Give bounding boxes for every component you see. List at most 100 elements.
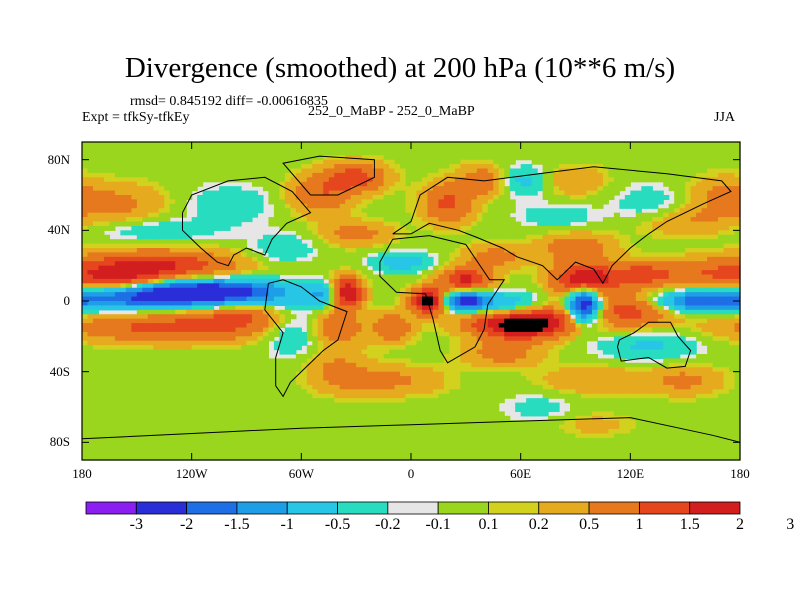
field-cell xyxy=(471,270,478,276)
field-cell xyxy=(449,146,456,152)
field-cell xyxy=(559,212,566,218)
field-cell xyxy=(350,301,357,307)
field-cell xyxy=(219,305,226,311)
field-cell xyxy=(602,296,609,302)
field-cell xyxy=(613,172,620,178)
field-cell xyxy=(98,181,105,187)
field-cell xyxy=(131,243,138,249)
field-cell xyxy=(295,261,302,267)
field-cell xyxy=(224,252,231,258)
field-cell xyxy=(339,252,346,258)
field-cell xyxy=(356,261,363,267)
field-cell xyxy=(630,323,637,329)
field-cell xyxy=(482,155,489,161)
field-cell xyxy=(580,172,588,178)
field-cell xyxy=(241,239,248,245)
field-cell xyxy=(241,331,248,337)
field-cell xyxy=(147,195,154,201)
field-cell xyxy=(421,318,429,324)
field-cell xyxy=(219,239,226,245)
field-cell xyxy=(685,248,692,254)
field-cell xyxy=(487,301,494,307)
field-cell xyxy=(120,146,127,152)
field-cell xyxy=(564,164,571,170)
field-cell xyxy=(454,261,461,267)
field-cell xyxy=(257,155,264,161)
field-cell xyxy=(356,217,363,223)
field-cell xyxy=(707,331,714,337)
field-cell xyxy=(509,150,516,156)
field-cell xyxy=(208,296,215,302)
field-cell xyxy=(290,186,297,192)
field-cell xyxy=(295,208,302,214)
field-cell xyxy=(284,195,291,201)
field-cell xyxy=(202,221,209,227)
field-cell xyxy=(257,331,264,337)
field-cell xyxy=(509,230,516,236)
field-cell xyxy=(92,323,100,329)
field-cell xyxy=(202,248,209,254)
field-cell xyxy=(92,142,100,148)
field-cell xyxy=(465,252,472,258)
field-cell xyxy=(580,305,588,311)
field-cell xyxy=(553,190,560,196)
field-cell xyxy=(476,327,483,333)
field-cell xyxy=(389,199,396,205)
field-cell xyxy=(641,155,648,161)
field-cell xyxy=(679,248,686,254)
field-cell xyxy=(131,270,138,276)
field-cell xyxy=(509,239,516,245)
field-cell xyxy=(114,172,121,178)
field-cell xyxy=(147,318,154,324)
field-cell xyxy=(526,278,533,284)
field-cell xyxy=(169,181,176,187)
field-cell xyxy=(498,199,505,205)
field-cell xyxy=(136,164,143,170)
field-cell xyxy=(279,296,286,302)
field-cell xyxy=(92,159,100,165)
field-cell xyxy=(328,314,335,320)
field-cell xyxy=(142,296,149,302)
field-cell xyxy=(537,159,544,165)
field-cell xyxy=(498,212,505,218)
field-cell xyxy=(690,292,697,298)
field-cell xyxy=(279,270,286,276)
field-cell xyxy=(109,327,116,333)
field-cell xyxy=(608,256,615,262)
field-cell xyxy=(103,155,111,161)
field-cell xyxy=(191,309,198,315)
field-cell xyxy=(476,296,483,302)
field-cell xyxy=(312,186,319,192)
field-cell xyxy=(103,261,111,267)
field-cell xyxy=(202,155,209,161)
field-cell xyxy=(597,230,604,236)
field-cell xyxy=(624,168,631,174)
field-cell xyxy=(635,283,642,289)
field-cell xyxy=(443,146,450,152)
field-cell xyxy=(674,177,681,183)
field-cell xyxy=(279,150,286,156)
field-cell xyxy=(674,292,681,298)
field-cell xyxy=(712,305,719,311)
field-cell xyxy=(191,221,198,227)
field-cell xyxy=(345,208,352,214)
field-cell xyxy=(586,186,593,192)
field-cell xyxy=(613,309,620,315)
field-cell xyxy=(613,287,620,293)
field-cell xyxy=(323,261,330,267)
field-cell xyxy=(619,221,626,227)
field-cell xyxy=(476,181,483,187)
field-cell xyxy=(361,230,368,236)
field-cell xyxy=(120,190,127,196)
field-cell xyxy=(125,221,132,227)
field-cell xyxy=(509,221,516,227)
field-cell xyxy=(454,230,461,236)
field-cell xyxy=(153,248,160,254)
field-cell xyxy=(542,212,549,218)
chart-title: Divergence (smoothed) at 200 hPa (10**6 … xyxy=(124,52,676,84)
field-cell xyxy=(465,146,472,152)
field-cell xyxy=(575,146,582,152)
field-cell xyxy=(471,186,478,192)
field-cell xyxy=(334,274,341,280)
field-cell xyxy=(520,239,527,245)
